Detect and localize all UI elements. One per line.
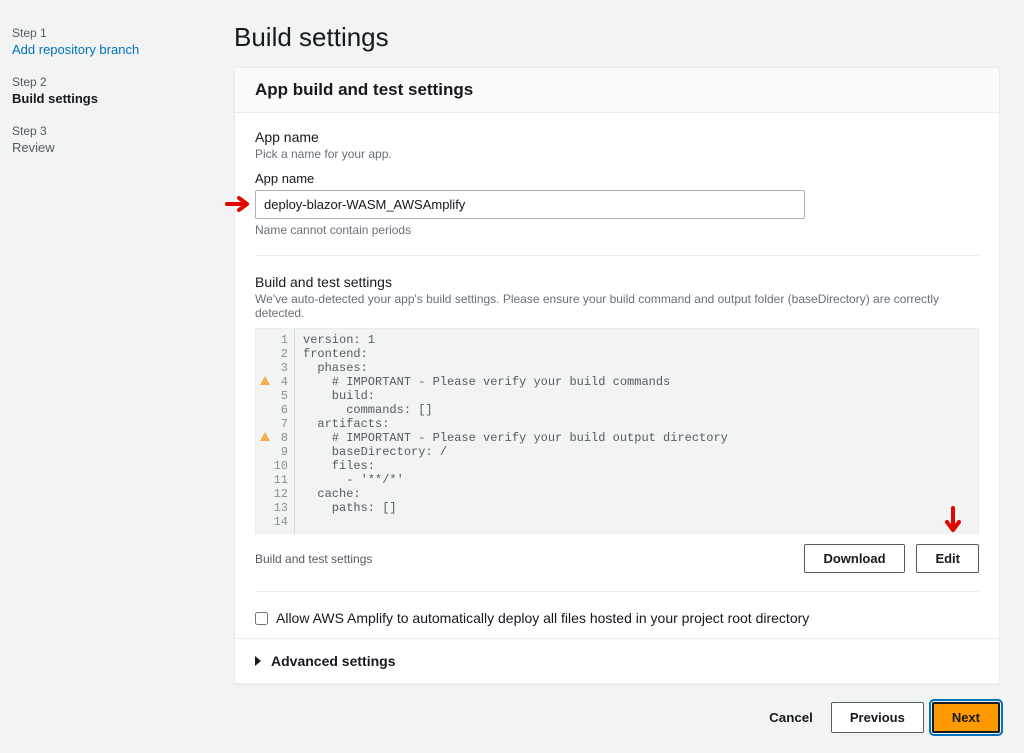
step-upcoming-review: Review bbox=[12, 140, 198, 155]
code-line-number: 8 bbox=[258, 431, 288, 445]
advanced-settings-toggle[interactable]: Advanced settings bbox=[235, 638, 999, 683]
download-button[interactable]: Download bbox=[804, 544, 904, 573]
warning-icon bbox=[260, 432, 270, 441]
cancel-button[interactable]: Cancel bbox=[751, 702, 831, 733]
warning-icon bbox=[260, 376, 270, 385]
yaml-code-viewer: 1234567891011121314 version: 1 frontend:… bbox=[255, 328, 979, 534]
code-line-number: 14 bbox=[258, 515, 288, 529]
auto-deploy-checkbox-row: Allow AWS Amplify to automatically deplo… bbox=[255, 610, 979, 626]
app-name-hint: Name cannot contain periods bbox=[255, 223, 979, 237]
app-name-field-label: App name bbox=[255, 171, 979, 186]
step-link-add-repo[interactable]: Add repository branch bbox=[12, 42, 198, 57]
code-line-number: 9 bbox=[258, 445, 288, 459]
auto-deploy-checkbox[interactable] bbox=[255, 612, 268, 625]
code-line-number: 1 bbox=[258, 333, 288, 347]
step-label: Step 3 bbox=[12, 124, 198, 138]
advanced-settings-title: Advanced settings bbox=[271, 653, 395, 669]
code-line-number: 7 bbox=[258, 417, 288, 431]
step-label: Step 2 bbox=[12, 75, 198, 89]
app-name-section-desc: Pick a name for your app. bbox=[255, 147, 979, 161]
step-current-build-settings: Build settings bbox=[12, 91, 198, 106]
code-line-number: 11 bbox=[258, 473, 288, 487]
wizard-footer: Cancel Previous Next bbox=[234, 702, 1000, 733]
code-line-number: 13 bbox=[258, 501, 288, 515]
code-line-number: 4 bbox=[258, 375, 288, 389]
code-line-number: 3 bbox=[258, 361, 288, 375]
code-line-number: 2 bbox=[258, 347, 288, 361]
build-settings-footer-label: Build and test settings bbox=[255, 552, 372, 566]
code-lines: version: 1 frontend: phases: # IMPORTANT… bbox=[294, 329, 978, 533]
divider bbox=[255, 255, 979, 256]
step-1: Step 1 Add repository branch bbox=[12, 26, 198, 57]
edit-button[interactable]: Edit bbox=[916, 544, 979, 573]
app-name-input[interactable] bbox=[255, 190, 805, 219]
step-3: Step 3 Review bbox=[12, 124, 198, 155]
next-button[interactable]: Next bbox=[932, 702, 1000, 733]
panel-header: App build and test settings bbox=[235, 68, 999, 113]
panel-body: App name Pick a name for your app. App n… bbox=[235, 113, 999, 638]
code-line-number: 12 bbox=[258, 487, 288, 501]
code-line-number: 5 bbox=[258, 389, 288, 403]
step-2: Step 2 Build settings bbox=[12, 75, 198, 106]
code-gutter: 1234567891011121314 bbox=[256, 329, 294, 533]
page-title: Build settings bbox=[234, 22, 1000, 53]
wizard-sidebar: Step 1 Add repository branch Step 2 Buil… bbox=[0, 0, 210, 753]
annotation-arrow-icon bbox=[225, 194, 257, 214]
build-settings-section-title: Build and test settings bbox=[255, 274, 979, 290]
divider bbox=[255, 591, 979, 592]
app-name-section-title: App name bbox=[255, 129, 979, 145]
main-content: Build settings App build and test settin… bbox=[210, 0, 1024, 753]
code-line-number: 6 bbox=[258, 403, 288, 417]
step-label: Step 1 bbox=[12, 26, 198, 40]
caret-right-icon bbox=[255, 656, 261, 666]
code-line-number: 10 bbox=[258, 459, 288, 473]
auto-deploy-label[interactable]: Allow AWS Amplify to automatically deplo… bbox=[276, 610, 809, 626]
previous-button[interactable]: Previous bbox=[831, 702, 924, 733]
build-settings-section-desc: We've auto-detected your app's build set… bbox=[255, 292, 979, 320]
build-settings-panel: App build and test settings App name Pic… bbox=[234, 67, 1000, 684]
